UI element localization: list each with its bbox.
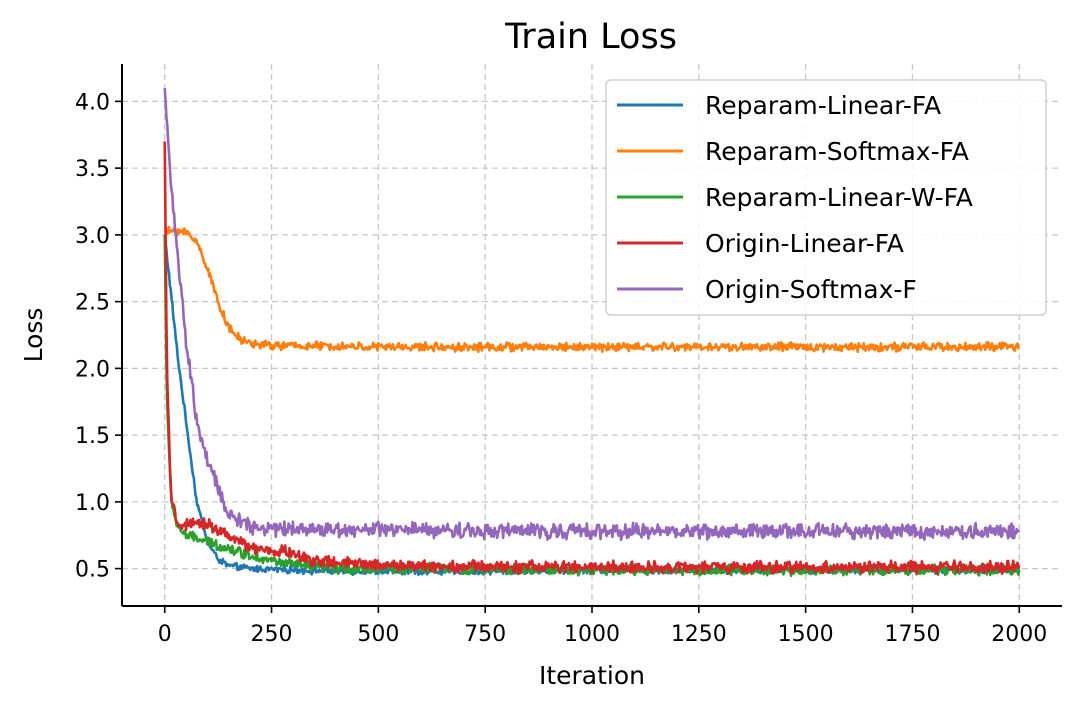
y-tick-label: 4.0 [75, 90, 110, 115]
chart-title: Train Loss [504, 17, 677, 57]
series-line-reparam-softmax-fa [164, 225, 1020, 354]
x-tick-label: 250 [251, 622, 293, 647]
y-tick-label: 2.5 [75, 291, 110, 316]
y-tick-label: 3.5 [75, 157, 110, 182]
legend-label: Reparam-Linear-W-FA [705, 183, 973, 212]
y-tick-label: 0.5 [75, 558, 110, 583]
y-tick-label: 2.0 [75, 357, 110, 382]
x-axis-label: Iteration [539, 661, 645, 690]
x-tick-label: 750 [464, 622, 506, 647]
legend-label: Reparam-Linear-FA [705, 91, 941, 120]
x-tick-label: 0 [158, 622, 172, 647]
legend: Reparam-Linear-FA Reparam-Softmax-FA Repar… [605, 79, 1047, 316]
legend-box [605, 79, 1047, 316]
series-line-origin-linear-fa [163, 141, 1021, 575]
x-tick-label: 1250 [671, 622, 727, 647]
y-tick-label: 1.5 [75, 424, 110, 449]
y-tick-label: 1.0 [75, 491, 110, 516]
legend-label: Reparam-Softmax-FA [705, 137, 969, 166]
x-tick-label: 1000 [564, 622, 620, 647]
x-tick-label: 1500 [778, 622, 834, 647]
y-axis-label: Loss [19, 308, 48, 363]
x-ticks: 0 250 500 750 1000 1250 1500 1750 2000 [158, 606, 1047, 647]
legend-label: Origin-Linear-FA [705, 229, 904, 258]
x-tick-label: 500 [357, 622, 399, 647]
y-ticks: 0.5 1.0 1.5 2.0 2.5 3.0 3.5 4.0 [75, 90, 122, 583]
y-tick-label: 3.0 [75, 224, 110, 249]
legend-label: Origin-Softmax-F [705, 275, 917, 304]
x-tick-label: 1750 [884, 622, 940, 647]
x-tick-label: 2000 [991, 622, 1047, 647]
series-line-origin-softmax-f [163, 87, 1021, 542]
plot-series [163, 87, 1021, 578]
